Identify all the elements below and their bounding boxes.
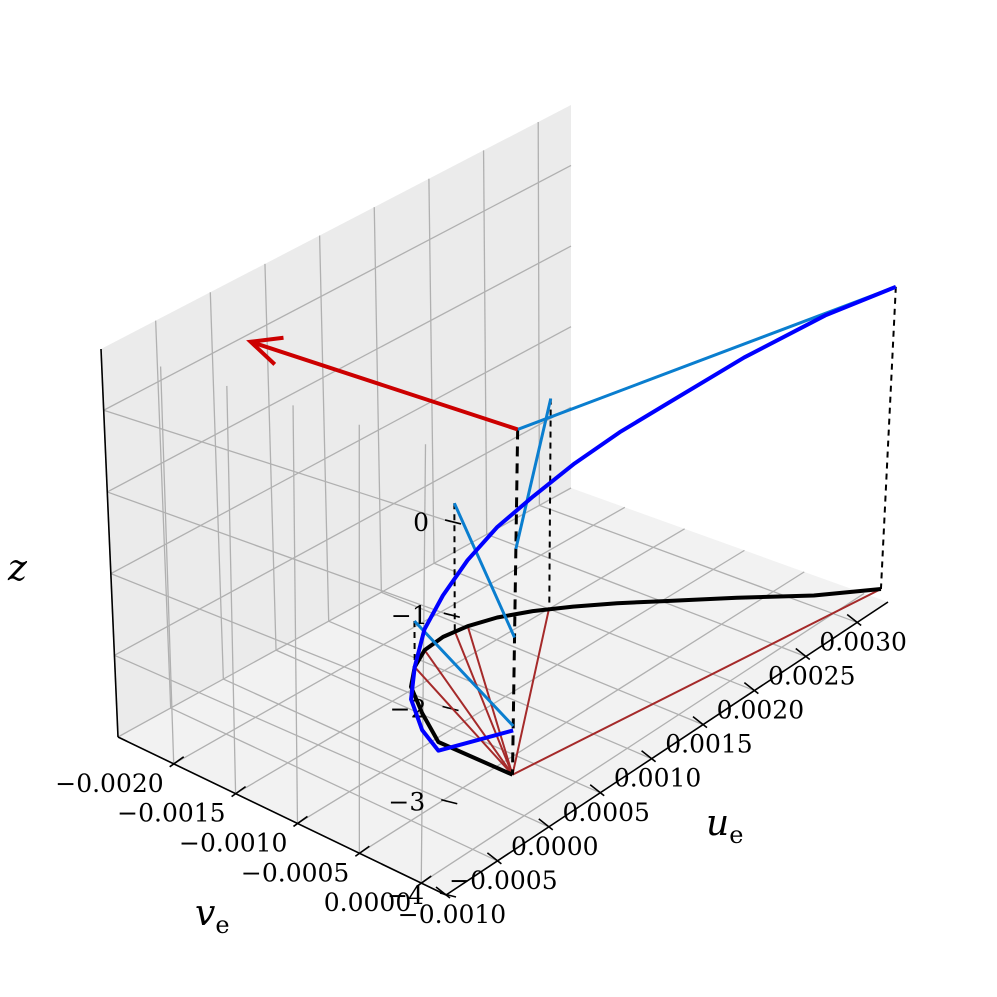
back-wall-gridline-u [537,122,541,506]
drop-line [548,398,552,608]
floor-gridline-v [173,506,626,765]
v-axis-line [117,736,447,896]
z-axis-label: z [7,548,28,589]
u-tick-mark [743,681,759,695]
left-wall-gridline-v [226,385,237,794]
floor-gridline-u [486,533,806,658]
u-tick-label: 0.0000 [511,832,598,861]
axis-edges [100,348,889,896]
u-tick-label: −0.0005 [449,866,557,895]
floor-gridline-u [328,620,652,760]
surface-projection-curve [409,587,882,777]
u-axis-line [445,601,889,896]
y-axis-label: ve [195,893,230,939]
v-tick-mark [293,815,308,828]
z-tick-mark [441,798,458,805]
floor-gridline-u [381,591,704,726]
hodograph-ray [453,630,514,776]
v-tick-label: −0.0010 [179,828,287,857]
v-tick-mark [416,875,432,887]
z-tick-label: −3 [388,788,425,817]
back-wall-gridline-u [482,150,488,535]
left-wall-gridline-z [114,654,448,803]
floor-gridline-u [433,562,755,692]
z-tick-label: −4 [387,881,424,910]
u-tick-mark [538,818,554,831]
floor-gridline-u [275,649,601,794]
back-wall-gridline-u [373,207,383,593]
v-tick-mark [231,785,247,798]
surface-arrow-head [246,335,284,366]
z-tick-label: −1 [391,601,428,630]
u-tick-label: 0.0015 [665,730,752,759]
u-tick-label: 0.0020 [717,696,804,725]
u-tick-mark [795,647,811,661]
hodograph-ray [511,607,551,775]
back-wall-gridline-u [264,263,277,651]
v-tick-mark [169,756,185,768]
v-tick-label: −0.0020 [55,769,163,798]
v-tick-mark [354,845,370,857]
z-tick-mark [444,519,462,525]
floor-gridline-u [170,707,498,862]
u-tick-mark [435,886,451,899]
floor-gridline-v [359,571,805,854]
u-tick-mark [589,784,605,797]
back-wall-gridline-z [103,164,572,411]
hodograph-ray [413,666,514,776]
back-wall-gridline-u [209,292,224,680]
z-tick-label: 0 [413,508,429,537]
floor-gridline-v [297,549,745,825]
u-tick-label: 0.0010 [614,764,701,793]
u-tick-label: 0.0030 [819,627,906,656]
u-tick-mark [846,613,862,627]
floor-gridline-v [235,528,685,795]
u-tick-mark [486,852,502,865]
left-wall-gridline-z [107,491,451,616]
velocity-vector [413,620,515,728]
left-wall-gridline-z [110,573,449,710]
u-tick-mark [692,716,708,729]
velocity-vector [452,502,516,639]
axis-panes [101,105,888,895]
z-tick-mark [442,705,459,712]
v-tick-label: −0.0015 [117,799,225,828]
z-tick-mark [439,892,457,898]
surface-arrow-shaft [249,339,519,432]
left-wall-gridline-v [159,366,175,764]
back-wall-gridline-u [428,178,435,564]
floor-gridline-u [223,678,550,828]
hodograph-ray [512,588,882,776]
drop-line [879,286,897,590]
back-wall-gridline-z [110,326,572,575]
x-axis-label: ue [706,803,743,849]
back-wall-gridline-z [114,406,572,656]
back-wall-pane [101,105,571,737]
floor-gridline-v [420,592,865,884]
floor-gridline-u [539,504,858,624]
u-tick-label: 0.0005 [562,798,649,827]
data-marks [246,284,897,777]
back-wall-gridline-u [155,320,172,709]
back-wall-gridline-u [318,235,330,622]
velocity-vector [514,398,553,550]
v-tick-label: 0.0000 [324,888,411,917]
left-wall-gridline-v [420,444,427,884]
hodograph-ray [423,649,514,776]
origin-vertical-line [510,429,520,775]
z-tick-mark [443,612,460,618]
u-tick-label: 0.0025 [768,662,855,691]
v-tick-label: −0.0005 [241,858,349,887]
u-tick-label: −0.0010 [398,900,506,929]
z-axis-line [100,348,119,738]
current-spiral-curve [409,284,897,753]
u-tick-mark [641,750,657,763]
axis-ticks: −0.0010−0.00050.00000.00050.00100.00150.… [55,508,907,929]
